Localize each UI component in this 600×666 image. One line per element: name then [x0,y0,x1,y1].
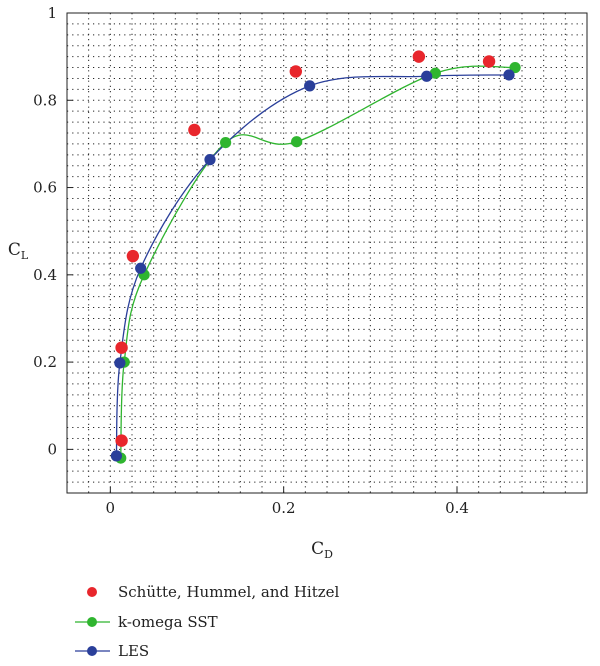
point-schutte-1 [115,341,128,354]
plot-frame [66,12,588,494]
legend-label-les: LES [118,642,149,660]
point-les-2 [135,262,147,274]
legend-marker-sst [87,617,97,627]
point-les-5 [421,70,433,82]
y-tick-label: 0.4 [33,266,57,284]
point-les-0 [110,450,122,462]
axis-ticks: 0 0.2 0.4 0 0.2 0.4 0.6 0.8 1 [33,4,469,517]
x-tick-label: 0.2 [272,499,296,517]
point-sst-3 [220,137,232,149]
legend-label-schutte: Schütte, Hummel, and Hitzel [118,583,340,601]
x-tick-label: 0.4 [445,499,469,517]
point-les-1 [114,357,126,369]
legend-marker-schutte [87,587,97,597]
point-schutte-6 [482,55,496,68]
point-schutte-5 [412,50,426,63]
point-les-3 [204,154,216,166]
x-axis-label: CD [311,539,333,561]
y-tick-label: 0.6 [33,179,57,197]
point-sst-6 [509,61,521,74]
point-les-4 [304,80,316,92]
horizontal-grid [67,23,587,483]
y-tick-label: 0.2 [33,353,57,371]
y-tick-label: 0 [47,440,57,458]
point-schutte-3 [188,123,201,137]
legend: Schütte, Hummel, and Hitzel k-omega SST … [75,583,340,660]
x-tick-label: 0 [106,499,116,517]
y-axis-label: CL [8,240,29,262]
legend-label-sst: k-omega SST [118,613,218,631]
series-markers [110,50,521,464]
legend-marker-les [87,646,97,656]
y-tick-label: 0.8 [33,91,57,109]
point-les-6 [503,69,515,81]
y-tick-label: 1 [47,4,57,22]
point-schutte-2 [126,249,140,263]
point-sst-4 [291,136,303,148]
point-schutte-0 [115,434,128,447]
point-schutte-4 [289,65,302,78]
point-sst-5 [429,67,441,79]
